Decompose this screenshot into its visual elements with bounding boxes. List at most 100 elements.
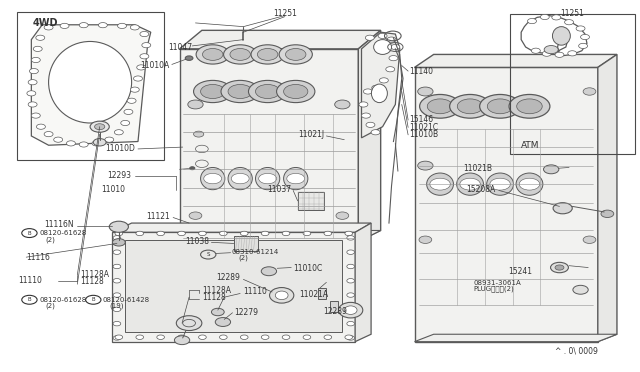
Polygon shape — [125, 240, 342, 333]
Circle shape — [113, 336, 121, 340]
Polygon shape — [179, 31, 381, 49]
Circle shape — [31, 113, 40, 118]
Circle shape — [221, 80, 259, 103]
Circle shape — [527, 19, 536, 24]
Circle shape — [131, 25, 140, 30]
Ellipse shape — [275, 291, 288, 299]
Ellipse shape — [374, 39, 392, 54]
Bar — [510, 14, 635, 154]
Text: 11116N: 11116N — [45, 221, 74, 230]
Circle shape — [99, 23, 108, 28]
Bar — [318, 288, 326, 299]
Circle shape — [359, 102, 368, 107]
Text: 11047: 11047 — [168, 42, 192, 51]
Text: 12289: 12289 — [216, 273, 240, 282]
Circle shape — [347, 336, 355, 340]
Circle shape — [553, 203, 572, 214]
Ellipse shape — [284, 167, 308, 190]
Circle shape — [378, 33, 387, 38]
Text: 11110: 11110 — [19, 276, 42, 285]
Circle shape — [419, 236, 432, 243]
Circle shape — [95, 124, 105, 130]
Circle shape — [276, 80, 315, 103]
Circle shape — [109, 221, 129, 232]
Circle shape — [580, 35, 589, 39]
Bar — [234, 236, 258, 251]
Circle shape — [387, 37, 396, 42]
Circle shape — [285, 48, 306, 60]
Circle shape — [257, 48, 278, 60]
Text: 15241: 15241 — [508, 267, 532, 276]
Circle shape — [371, 130, 380, 135]
Text: 11021C: 11021C — [410, 123, 438, 132]
Polygon shape — [415, 54, 617, 67]
Circle shape — [113, 235, 121, 240]
Circle shape — [60, 23, 69, 29]
Circle shape — [540, 15, 549, 20]
Text: 11128: 11128 — [81, 277, 104, 286]
Text: (19): (19) — [109, 303, 124, 310]
Circle shape — [531, 48, 540, 53]
Circle shape — [140, 54, 149, 59]
Polygon shape — [113, 232, 355, 341]
Polygon shape — [521, 16, 587, 55]
Circle shape — [204, 173, 221, 184]
Circle shape — [193, 80, 232, 103]
Circle shape — [279, 45, 312, 64]
Circle shape — [362, 113, 371, 118]
Ellipse shape — [228, 167, 252, 190]
Circle shape — [115, 335, 123, 339]
Polygon shape — [415, 67, 598, 341]
Circle shape — [418, 161, 433, 170]
Circle shape — [347, 235, 355, 240]
Text: 12293: 12293 — [108, 171, 132, 180]
Text: 12279: 12279 — [234, 308, 258, 317]
Circle shape — [261, 335, 269, 339]
Circle shape — [137, 65, 146, 70]
Circle shape — [450, 94, 490, 118]
Circle shape — [282, 335, 290, 339]
Circle shape — [193, 131, 204, 137]
Circle shape — [336, 212, 349, 219]
Text: 11121: 11121 — [146, 212, 170, 221]
Circle shape — [490, 178, 510, 190]
Circle shape — [345, 231, 353, 235]
Bar — [298, 192, 324, 210]
Circle shape — [479, 94, 520, 118]
Text: 11251: 11251 — [560, 9, 584, 18]
Circle shape — [131, 87, 140, 92]
Circle shape — [178, 231, 186, 235]
Circle shape — [601, 210, 614, 218]
Circle shape — [345, 335, 353, 339]
Circle shape — [324, 231, 332, 235]
Circle shape — [115, 231, 123, 235]
Circle shape — [372, 85, 381, 90]
Circle shape — [157, 335, 164, 339]
Circle shape — [347, 250, 355, 254]
Text: 11010B: 11010B — [410, 130, 438, 140]
Circle shape — [113, 250, 121, 254]
Text: 11021A: 11021A — [299, 290, 328, 299]
Ellipse shape — [486, 173, 513, 195]
Text: 11037: 11037 — [267, 185, 291, 194]
Circle shape — [200, 84, 225, 99]
Text: 08931-3061A: 08931-3061A — [473, 280, 521, 286]
Polygon shape — [415, 334, 617, 341]
Circle shape — [185, 56, 193, 60]
Circle shape — [176, 316, 202, 331]
Text: 11021J: 11021J — [298, 130, 324, 140]
Circle shape — [347, 279, 355, 283]
Circle shape — [113, 279, 121, 283]
Circle shape — [555, 265, 564, 270]
Circle shape — [223, 45, 257, 64]
Circle shape — [174, 336, 189, 344]
Ellipse shape — [255, 167, 280, 190]
Text: (2): (2) — [45, 236, 55, 243]
Circle shape — [136, 335, 143, 339]
Circle shape — [44, 25, 53, 30]
Circle shape — [516, 99, 542, 114]
Circle shape — [29, 68, 38, 74]
Circle shape — [519, 178, 540, 190]
Circle shape — [261, 267, 276, 276]
Circle shape — [576, 26, 585, 31]
